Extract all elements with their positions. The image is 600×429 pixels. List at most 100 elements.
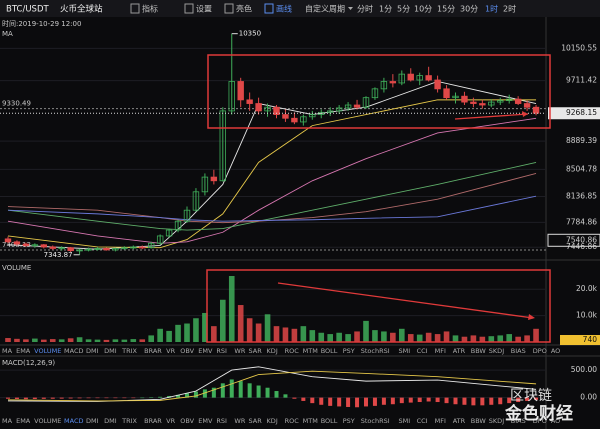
period[interactable]: 5分	[397, 5, 410, 14]
volume-bar	[157, 328, 163, 342]
y-tick-label: 8136.85	[566, 191, 597, 200]
indicator-tab[interactable]: VR	[166, 417, 175, 425]
indicator-tab[interactable]: DMI	[104, 417, 117, 425]
indicator-tab[interactable]: VR	[166, 347, 175, 355]
indicator-tab[interactable]: ROC	[285, 347, 300, 355]
volume-bar	[130, 339, 137, 342]
indicator-tab[interactable]: EMA	[16, 417, 31, 425]
indicator-tab[interactable]: BIAS	[511, 347, 526, 355]
indicator-tab[interactable]: PSY	[343, 417, 355, 425]
indicator-tab[interactable]: RSI	[216, 417, 227, 425]
indicator-tab[interactable]: SMI	[399, 417, 411, 425]
indicator-tab[interactable]: BRAR	[144, 347, 162, 355]
period[interactable]: 1时	[485, 4, 498, 14]
macd-bar	[32, 397, 37, 400]
indicator-tab[interactable]: DPO	[533, 417, 547, 425]
volume-bar	[497, 335, 504, 342]
indicator-tab[interactable]: EMA	[16, 347, 31, 355]
indicator-tab[interactable]: OBV	[180, 347, 194, 355]
macd-bar	[202, 389, 207, 398]
macd-bar	[480, 397, 485, 406]
indicator-tab[interactable]: RSI	[216, 347, 227, 355]
indicator-tab[interactable]: MACD	[64, 417, 83, 425]
macd-bar	[113, 397, 118, 399]
period[interactable]: 分时	[357, 4, 373, 14]
indicator-tab[interactable]: MFI	[435, 347, 446, 355]
candle-body	[49, 246, 56, 249]
volume-bar	[67, 338, 74, 342]
marker-price: 7540.86	[566, 235, 597, 244]
macd-bar	[68, 397, 73, 399]
period[interactable]: 30分	[460, 5, 478, 14]
indicator-tab[interactable]: AO	[551, 347, 560, 355]
indicator-tab[interactable]: BBW	[471, 417, 487, 425]
period[interactable]: 10分	[414, 5, 432, 14]
indicator-tab[interactable]: ROC	[285, 417, 300, 425]
indicator-tab[interactable]: DMI	[104, 347, 117, 355]
indicator-tab[interactable]: TRIX	[121, 417, 137, 425]
period[interactable]: 2时	[503, 4, 516, 14]
indicator-tab[interactable]: MTM	[303, 347, 318, 355]
time: 时间:2019-10-29 12:00	[2, 19, 81, 28]
indicator-tab[interactable]: AO	[551, 417, 560, 425]
period[interactable]: 15分	[437, 5, 455, 14]
indicator-tab[interactable]: SMI	[399, 347, 411, 355]
indicator-tab[interactable]: SKDJ	[489, 347, 504, 355]
custom-period[interactable]: 自定义周期	[305, 4, 345, 14]
indicator-tab[interactable]: KDJ	[267, 347, 278, 355]
macd-bar	[346, 397, 351, 407]
pane-title: VOLUME	[2, 264, 31, 272]
indicator-tab[interactable]: SAR	[249, 417, 263, 425]
volume-bar	[112, 339, 119, 342]
toolbar-button[interactable]: 设置	[196, 4, 212, 14]
period[interactable]: 1分	[379, 5, 392, 14]
indicator-tab[interactable]: PSY	[343, 347, 355, 355]
indicator-tab[interactable]: MACD	[64, 347, 83, 355]
indicator-tab[interactable]: DMI	[86, 347, 99, 355]
indicator-tab[interactable]: MA	[2, 347, 13, 355]
indicator-tab[interactable]: VOLUME	[34, 347, 61, 355]
indicator-tab[interactable]: SAR	[249, 347, 263, 355]
toolbar-button[interactable]: 亮色	[236, 4, 252, 14]
indicator-tab[interactable]: BBW	[471, 347, 487, 355]
volume-bar	[220, 299, 226, 342]
indicator-tab[interactable]: DMI	[86, 417, 99, 425]
indicator-tab[interactable]: BIAS	[511, 417, 526, 425]
macd-bar	[390, 397, 395, 405]
indicator-tab[interactable]: BRAR	[144, 417, 162, 425]
indicator-tab[interactable]: ATR	[453, 347, 466, 355]
toolbar-button[interactable]: 画线	[276, 4, 292, 14]
indicator-tab[interactable]: WR	[234, 347, 245, 355]
toolbar-button[interactable]: 指标	[142, 4, 158, 14]
candle-body	[112, 248, 119, 251]
indicator-tab[interactable]: StochRSI	[361, 417, 390, 425]
indicator-tab[interactable]: VOLUME	[34, 417, 61, 425]
candle-body	[22, 243, 30, 246]
macd-bar	[6, 397, 10, 399]
indicator-tab[interactable]: DPO	[533, 347, 547, 355]
indicator-tab[interactable]: MA	[2, 417, 13, 425]
macd-bar	[211, 387, 216, 398]
indicator-tab[interactable]: EMV	[198, 347, 213, 355]
indicator-tab[interactable]: TRIX	[121, 347, 137, 355]
indicator-tab[interactable]: OBV	[180, 417, 194, 425]
volume-bar	[14, 338, 20, 342]
indicator-tab[interactable]: MTM	[303, 417, 318, 425]
volume-bar	[416, 334, 423, 342]
indicator-tab[interactable]: MFI	[435, 417, 446, 425]
indicator-tab[interactable]: SKDJ	[489, 417, 504, 425]
indicator-tab[interactable]: EMV	[198, 417, 213, 425]
indicator-tab[interactable]: StochRSI	[361, 347, 390, 355]
indicator-tab[interactable]: ATR	[453, 417, 466, 425]
indicator-tab[interactable]: BOLL	[321, 417, 338, 425]
indicator-tab[interactable]: CCI	[417, 417, 428, 425]
indicator-tab[interactable]: KDJ	[267, 417, 278, 425]
last-price-box	[548, 107, 600, 120]
macd-bar	[77, 397, 82, 399]
indicator-tab[interactable]: BOLL	[321, 347, 338, 355]
content: BTC/USDT 火币全球站 指标 设置 亮色 画线 自定义周期 分时 1分 5分 10分 15分 30…	[0, 3, 600, 425]
candle-body	[443, 88, 450, 99]
indicator-tab[interactable]: CCI	[417, 347, 428, 355]
indicator-tab[interactable]: WR	[234, 417, 245, 425]
macd-bar	[292, 397, 297, 399]
